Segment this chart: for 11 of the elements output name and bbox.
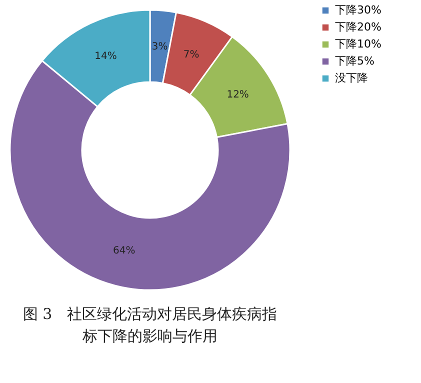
data-label: 3% xyxy=(152,41,168,52)
legend-label: 下降30% xyxy=(335,4,382,16)
text: 图 3 社区绿化活动对居民身体疾病指标下降的影响与作用 xyxy=(22,305,278,345)
data-label: 64% xyxy=(113,246,136,257)
legend-label: 没下降 xyxy=(335,72,368,84)
data-label: 14% xyxy=(94,50,117,62)
legend-label: 下降5% xyxy=(335,54,374,68)
legend-label: 下降20% xyxy=(335,20,382,34)
data-label: 12% xyxy=(226,89,249,100)
legend-label: 下降10% xyxy=(335,38,382,50)
data-label: 7% xyxy=(183,50,200,61)
